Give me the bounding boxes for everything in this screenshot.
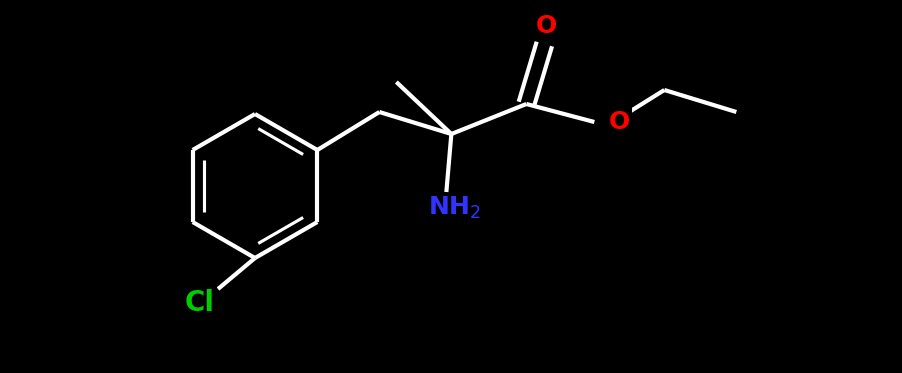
Text: NH$_2$: NH$_2$ <box>428 195 481 221</box>
Text: Cl: Cl <box>185 289 215 317</box>
Text: O: O <box>608 110 630 134</box>
Text: O: O <box>536 14 557 38</box>
